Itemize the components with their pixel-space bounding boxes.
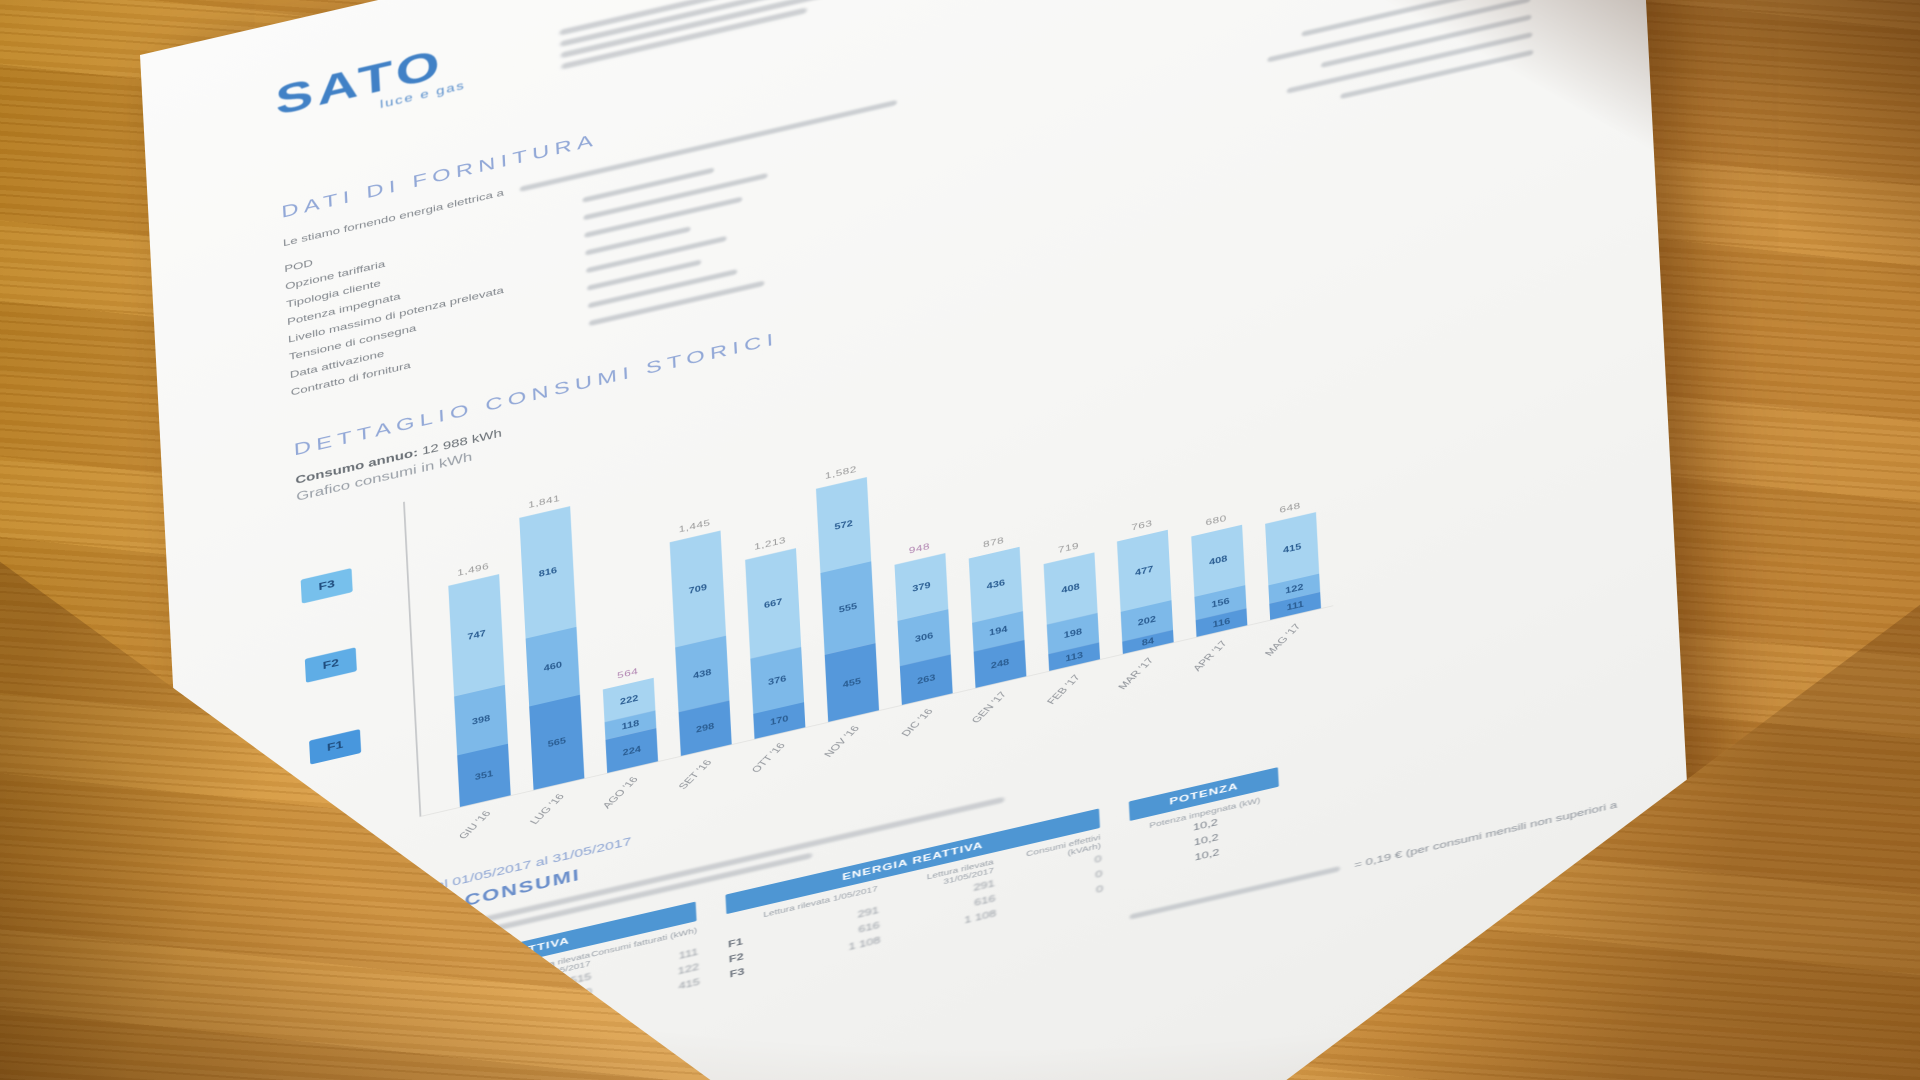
bar-segment-f2: 555 <box>820 561 876 655</box>
bar-segment-value: 477 <box>1134 564 1154 578</box>
bar-month-label: SET '16 <box>675 758 714 791</box>
bar-segment-value: 455 <box>842 676 862 690</box>
bar-segment-value: 84 <box>1141 636 1155 648</box>
bar-month-label: AGO '16 <box>599 775 641 811</box>
bar-month-label: GIU '16 <box>456 809 493 841</box>
bar-segment-value: 398 <box>471 713 491 727</box>
bar-segment-f2: 460 <box>525 626 581 707</box>
bar-segment-value: 816 <box>538 565 558 579</box>
bar-segment-value: 436 <box>986 578 1006 592</box>
stacked-bar: 1,445 709 438 298 SET '16 <box>669 518 732 791</box>
legend-chip-f2: F2 <box>304 647 357 683</box>
bar-segment-f3: 436 <box>968 546 1023 623</box>
bar-segment-f3: 667 <box>745 548 802 659</box>
bar-segment-value: 376 <box>767 673 787 687</box>
bar-segment-value: 170 <box>769 714 789 728</box>
bar-segment-value: 408 <box>1208 554 1228 568</box>
bar-segment-f3: 709 <box>669 530 727 648</box>
bar-segment-value: 194 <box>988 624 1008 638</box>
bar-segment-value: 263 <box>916 673 936 687</box>
bar-segment-f1: 455 <box>824 643 880 723</box>
bar-segment-f3: 572 <box>815 477 872 574</box>
bar-segment-f1: 565 <box>529 694 585 791</box>
illegible-company-address-lines <box>559 0 912 75</box>
bar-segment-value: 202 <box>1137 614 1157 628</box>
legend-chip-f1: F1 <box>309 728 362 765</box>
bar-segment-value: 408 <box>1061 581 1080 595</box>
bar-month-label: APR '17 <box>1190 639 1230 673</box>
spacer <box>1536 93 1589 105</box>
bar-month-label: MAG '17 <box>1262 622 1304 658</box>
bar-segment-value: 111 <box>1286 599 1304 613</box>
stacked-bar: 680 408 156 116 APR '17 <box>1190 513 1248 673</box>
bar-month-label: LUG '16 <box>527 792 567 826</box>
bar-segment-value: 248 <box>990 657 1010 671</box>
stacked-bar: 1,582 572 555 455 NOV '16 <box>815 464 880 759</box>
bar-segment-value: 222 <box>619 693 639 707</box>
stacked-bar: 648 415 122 111 MAG '17 <box>1262 500 1322 657</box>
bar-segment-f1: 351 <box>457 743 511 808</box>
chart-legend: F3 F2 F1 <box>298 502 423 904</box>
stacked-bar: 763 477 202 84 MAR '17 <box>1115 518 1174 691</box>
bar-segment-value: 113 <box>1065 650 1084 664</box>
logo-text: SATO <box>274 39 446 124</box>
bar-segment-f2: 438 <box>675 635 730 713</box>
bar-segment-value: 156 <box>1211 596 1230 610</box>
bar-segment-value: 298 <box>695 721 715 735</box>
bar-segment-value: 572 <box>834 518 853 532</box>
stacked-bar: 1,213 667 376 170 OTT '16 <box>745 535 806 774</box>
bill-document: SATO luce e gas DATI DI FORNITURA Le sti… <box>140 0 1710 1080</box>
bar-segment-value: 415 <box>1282 542 1302 556</box>
bar-segment-value: 460 <box>543 660 563 674</box>
bar-segment-value: 565 <box>547 735 567 749</box>
bar-month-label: MAR '17 <box>1115 656 1156 691</box>
bar-month-label: NOV '16 <box>821 724 862 759</box>
bar-segment-value: 306 <box>914 631 934 645</box>
bar-segment-f3: 477 <box>1116 529 1172 612</box>
bar-segment-value: 747 <box>467 628 486 642</box>
bar-segment-value: 198 <box>1063 626 1083 640</box>
stacked-bar: 878 436 194 248 GEN '17 <box>968 535 1027 725</box>
sato-logo: SATO luce e gas <box>274 20 541 135</box>
bar-segment-f3: 747 <box>448 574 505 697</box>
stacked-bar: 1,496 747 398 351 GIU '16 <box>448 561 511 841</box>
stacked-bar: 564 222 118 224 AGO '16 <box>600 666 659 810</box>
bar-segment-value: 122 <box>1284 582 1304 596</box>
bar-segment-value: 667 <box>763 596 783 610</box>
bar-segment-f3: 816 <box>519 506 577 639</box>
stacked-bar: 1,841 816 460 565 LUG '16 <box>519 493 585 826</box>
bar-segment-value: 224 <box>622 744 642 758</box>
stacked-bar: 719 408 198 113 FEB '17 <box>1043 541 1101 706</box>
bar-segment-value: 379 <box>912 580 931 594</box>
bar-segment-value: 555 <box>838 601 858 615</box>
bar-segment-value: 116 <box>1212 616 1231 630</box>
legend-chip-f3: F3 <box>300 568 353 604</box>
bar-segment-value: 118 <box>621 718 640 732</box>
bar-segment-value: 351 <box>474 768 494 782</box>
bar-month-label: OTT '16 <box>749 741 788 775</box>
bar-segment-value: 438 <box>692 667 712 681</box>
stacked-bar: 948 379 306 263 DIC '16 <box>894 541 953 738</box>
bar-segment-value: 709 <box>688 582 708 596</box>
bar-month-label: DIC '16 <box>898 707 935 739</box>
bar-month-label: GEN '17 <box>968 690 1009 725</box>
bar-month-label: FEB '17 <box>1044 673 1083 706</box>
table-potenza: POTENZA Potenza impegnata (kW) 10,2 10,2 10,… <box>1128 767 1282 880</box>
